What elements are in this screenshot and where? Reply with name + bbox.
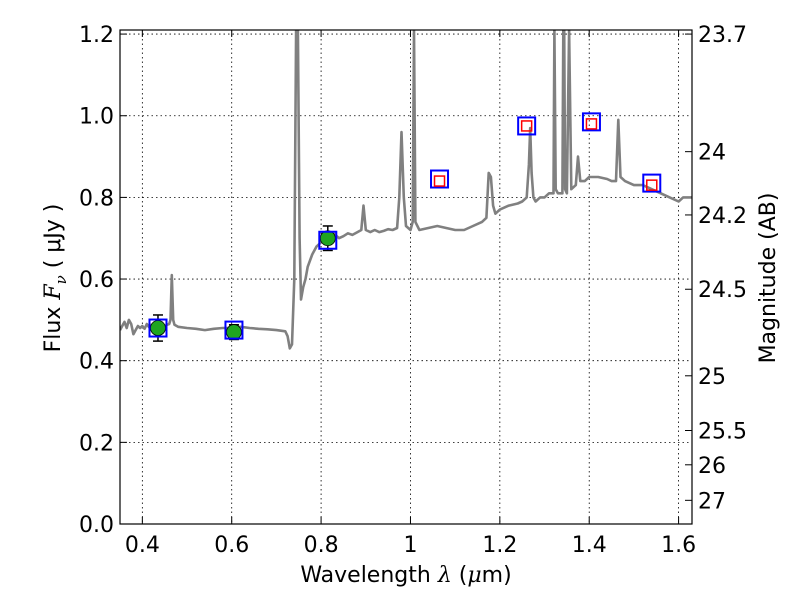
y-tick-label: 1.0 bbox=[79, 105, 114, 130]
y-tick-label: 0.0 bbox=[79, 513, 114, 538]
observed-point bbox=[150, 320, 166, 336]
y2-tick-label: 25 bbox=[698, 365, 726, 390]
y2-tick-label: 24.5 bbox=[698, 278, 747, 303]
plot-frame bbox=[119, 29, 693, 525]
spectrum-layer bbox=[120, 30, 692, 350]
y2-tick-label: 24.2 bbox=[698, 204, 747, 229]
spectrum-line bbox=[120, 30, 692, 350]
y-tick-label: 0.8 bbox=[79, 186, 114, 211]
observed-point bbox=[319, 230, 336, 247]
model-square bbox=[430, 169, 450, 189]
y-tick-label: 1.2 bbox=[79, 23, 114, 48]
x-tick-label: 0.4 bbox=[125, 533, 160, 558]
x-tick-label: 0.6 bbox=[214, 533, 249, 558]
model-square bbox=[517, 116, 537, 136]
limit-square bbox=[646, 179, 658, 191]
y-tick-label: 0.4 bbox=[79, 350, 114, 375]
y-tick-label: 0.6 bbox=[79, 268, 114, 293]
x-tick-label: 0.8 bbox=[304, 533, 339, 558]
model-square bbox=[224, 320, 244, 340]
tick-layer: 0.4 0.6 0.8 1 1.2 1.4 1.6 0.0 0.2 0.4 0.6 0.8 1.0 1.2… bbox=[79, 23, 747, 558]
model-square bbox=[148, 318, 168, 338]
y2-axis-label: Magnitude (AB) bbox=[756, 193, 781, 364]
limit-square bbox=[520, 120, 533, 132]
grid-layer bbox=[120, 30, 692, 525]
model-square bbox=[318, 230, 338, 250]
y2-tick-label: 26 bbox=[698, 454, 726, 479]
y2-tick-label: 27 bbox=[698, 489, 726, 514]
marker-layer bbox=[148, 112, 662, 342]
limit-square bbox=[433, 175, 446, 187]
y2-tick-label: 24 bbox=[698, 141, 726, 166]
limit-square bbox=[585, 118, 598, 130]
x-tick-label: 1 bbox=[403, 533, 417, 558]
x-axis-label: Wavelength λ (μm) bbox=[300, 563, 511, 588]
x-tick-label: 1.6 bbox=[661, 533, 696, 558]
model-square bbox=[642, 173, 662, 193]
y2-tick-label: 23.7 bbox=[698, 23, 747, 48]
x-tick-label: 1.2 bbox=[482, 533, 517, 558]
y2-tick-label: 25.5 bbox=[698, 420, 747, 445]
model-square bbox=[581, 112, 601, 132]
observed-point bbox=[226, 324, 242, 341]
y-tick-label: 0.2 bbox=[79, 431, 114, 456]
y-axis-label: Flux Fν ( μJy ) bbox=[41, 204, 70, 353]
x-tick-label: 1.4 bbox=[572, 533, 607, 558]
